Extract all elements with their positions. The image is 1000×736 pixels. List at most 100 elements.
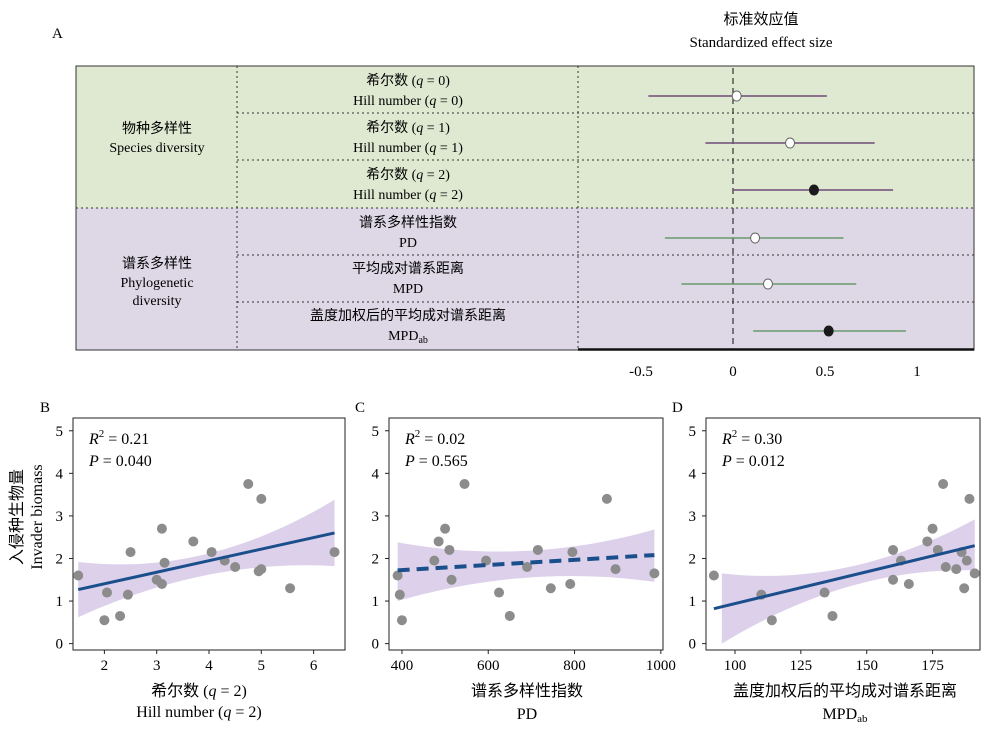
scatter-point [206, 547, 217, 558]
scatter-point [708, 570, 719, 581]
forest-row-label-cn: 盖度加权后的平均成对谱系距离 [310, 307, 506, 324]
species-group-band [76, 66, 974, 208]
scatter-point [827, 610, 838, 621]
y-tick-label: 1 [689, 594, 697, 610]
forest-row-label-en: PD [399, 236, 417, 251]
forest-row-label-en: MPDab [388, 329, 428, 346]
scatter-point [156, 523, 167, 534]
y-tick-label: 5 [689, 424, 697, 440]
scatter-point [504, 610, 515, 621]
y-tick-label: 5 [56, 424, 64, 440]
scatter-point [940, 561, 951, 572]
scatter-point [922, 536, 933, 547]
y-tick-label: 0 [689, 637, 697, 653]
confidence-band [78, 499, 335, 618]
x-tick-label: 400 [391, 658, 414, 674]
r-squared-annotation: R2 = 0.30 [721, 428, 782, 448]
scatter-point [256, 493, 267, 504]
forest-point-estimate [808, 184, 819, 196]
x-tick-label: 125 [790, 658, 813, 674]
scatter-point [444, 544, 455, 555]
scatter-panel-b: 0 1 2 3 4 5 2 3 4 5 6 R2 = 0.21 P = 0.040 [56, 417, 346, 674]
y-tick-label: 5 [372, 424, 380, 440]
y-tick-label: 3 [372, 509, 380, 525]
p-value-annotation: P = 0.040 [88, 453, 152, 470]
forest-x-tick-label: 0.5 [816, 364, 835, 380]
y-tick-label: 2 [372, 551, 380, 567]
forest-row-label-cn: 平均成对谱系距离 [352, 260, 464, 277]
x-tick-label: 6 [310, 658, 318, 674]
forest-marks [648, 68, 906, 349]
x-tick-label: 2 [101, 658, 109, 674]
forest-x-tick-label: -0.5 [629, 364, 653, 380]
scatter-point [532, 544, 543, 555]
scatter-point [188, 536, 199, 547]
y-tick-label: 4 [372, 466, 380, 482]
x-tick-label: 5 [258, 658, 266, 674]
scatter-point [567, 547, 578, 558]
scatter-point [959, 583, 970, 594]
p-value-annotation: P = 0.565 [404, 453, 468, 470]
forest-row-label-cn: 希尔数 (q = 1) [366, 120, 450, 136]
plot-frame [388, 417, 664, 651]
scatter-point [938, 478, 949, 489]
forest-row-label-cn: 谱系多样性指数 [359, 214, 457, 231]
forest-point-estimate [785, 137, 796, 149]
y-tick-label: 3 [56, 509, 64, 525]
y-tick-label: 1 [56, 594, 64, 610]
forest-row-label-en: Hill number (q = 0) [353, 94, 463, 109]
panel-d-xlabel-cn: 盖度加权后的平均成对谱系距离 [733, 682, 957, 700]
scatter-point [481, 555, 492, 566]
scatter-point [285, 583, 296, 594]
forest-row-labels: 希尔数 (q = 0) Hill number (q = 0) 希尔数 (q = 1… [310, 73, 506, 346]
phylo-group-label-cn: 谱系多样性 [122, 255, 192, 272]
scatter-point [73, 570, 84, 581]
scatter-point [125, 547, 136, 558]
phylo-group-band [76, 208, 974, 350]
phylo-group-label-en-1: Phylogenetic [120, 276, 193, 291]
scatter-point [961, 555, 972, 566]
forest-row-label-en: MPD [393, 282, 423, 297]
x-tick-label: 175 [921, 658, 944, 674]
scatter-point [610, 564, 621, 575]
scatter-point [932, 544, 943, 555]
y-tick-label: 3 [689, 509, 697, 525]
scatter-point [156, 579, 167, 590]
forest-row-label-cn: 希尔数 (q = 2) [366, 167, 450, 183]
scatter-point [256, 564, 267, 575]
x-tick-label: 1000 [646, 658, 676, 674]
scatter-point [392, 570, 403, 581]
scatter-point [964, 493, 975, 504]
scatter-point [888, 544, 899, 555]
scatter-point [429, 555, 440, 566]
scatter-point [903, 579, 914, 590]
panel-c-xlabel-cn: 谱系多样性指数 [471, 682, 583, 700]
y-tick-label: 2 [56, 551, 64, 567]
y-tick-label: 2 [689, 551, 697, 567]
forest-x-tick-label: 1 [913, 364, 921, 380]
panel-b-xlabel-en: Hill number (q = 2) [136, 704, 261, 721]
panel-b-label: B [40, 400, 50, 416]
forest-point-estimate [823, 325, 834, 337]
scatter-point [102, 587, 112, 598]
y-tick-label: 4 [56, 466, 64, 482]
scatter-point [230, 561, 241, 572]
scatter-point [159, 557, 170, 568]
scatter-point [927, 523, 938, 534]
y-axis-label-cn: 入侵种生物量 [8, 469, 26, 565]
y-tick-label: 0 [56, 637, 64, 653]
panel-c-xlabel-en: PD [517, 706, 537, 723]
r-squared-annotation: R2 = 0.21 [88, 428, 149, 448]
scatter-point [329, 547, 340, 558]
forest-point-estimate [750, 232, 761, 244]
scatter-point [649, 568, 660, 579]
species-group-label-en: Species diversity [109, 141, 204, 156]
scatter-point [888, 574, 899, 585]
y-tick-label: 4 [689, 466, 697, 482]
x-tick-label: 4 [205, 658, 213, 674]
x-tick-label: 600 [477, 658, 500, 674]
scatter-point [601, 493, 612, 504]
forest-x-tick-label: 0 [729, 364, 737, 380]
confidence-band [721, 519, 975, 644]
